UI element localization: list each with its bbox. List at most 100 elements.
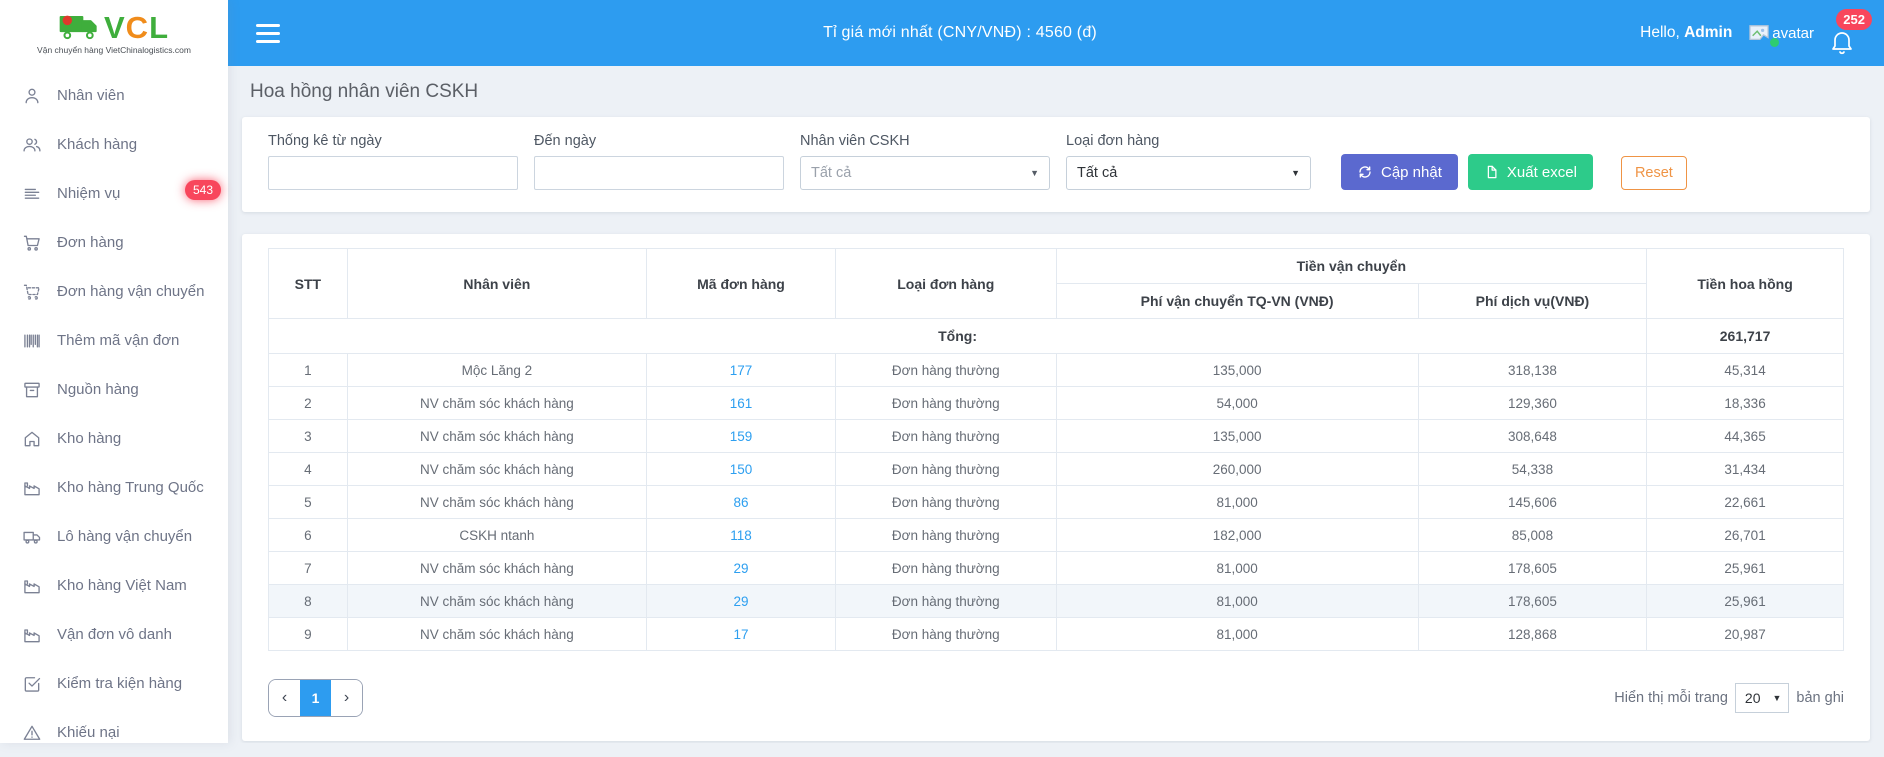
staff-label: Nhân viên CSKH [800,133,910,149]
table-row[interactable]: 1 Mộc Lăng 2 177 Đơn hàng thường 135,000 318,… [268,353,1844,387]
cell-staff: NV chăm sóc khách hàng [346,485,648,519]
to-date-label: Đến ngày [534,133,597,149]
cell-order-type: Đơn hàng thường [835,419,1057,453]
cell-service-fee: 128,868 [1417,617,1648,651]
from-date-label: Thống kê từ ngày [268,133,382,149]
sidebar-item-van-don-vo-danh[interactable]: Vận đơn vô danh [0,610,228,659]
topbar: Tỉ giá mới nhất (CNY/VNĐ) : 4560 (đ) Hel… [228,0,1884,66]
cell-commission: 25,961 [1646,584,1844,618]
avatar[interactable]: avatar [1748,24,1814,47]
cell-order-type: Đơn hàng thường [835,617,1057,651]
cell-order-type: Đơn hàng thường [835,518,1057,552]
order-id-link[interactable]: 29 [733,560,749,576]
refresh-icon [1359,166,1371,178]
cell-order-id: 118 [646,518,836,552]
sidebar-item-nhan-vien[interactable]: Nhân viên [0,71,228,120]
cell-stt: 6 [268,518,348,552]
commission-table-panel: STT Nhân viên Mã đơn hàng Loại đơn hàng … [242,234,1870,741]
sidebar-item-don-hang-van-chuyen[interactable]: Đơn hàng vận chuyển [0,267,228,316]
cell-order-id: 17 [646,617,836,651]
sidebar-item-label: Kho hàng Trung Quốc [57,479,204,496]
sidebar-item-label: Nhiệm vụ [57,185,121,202]
archive-icon [22,380,42,400]
table-row[interactable]: 4 NV chăm sóc khách hàng 150 Đơn hàng thườn… [268,452,1844,486]
export-excel-button[interactable]: Xuất excel [1467,154,1593,190]
order-id-link[interactable]: 159 [729,428,753,444]
sidebar-item-nguon-hang[interactable]: Nguồn hàng [0,365,228,414]
sidebar-item-kho-hang-viet-nam[interactable]: Kho hàng Việt Nam [0,561,228,610]
avatar-alt-text: avatar [1772,24,1814,42]
cell-shipping-fee: 81,000 [1055,617,1419,651]
notifications[interactable]: 252 [1830,9,1872,57]
order-id-link[interactable]: 17 [733,626,749,642]
order-id-link[interactable]: 177 [729,362,753,378]
sidebar-item-label: Nhân viên [57,87,125,104]
cell-service-fee: 178,605 [1417,551,1648,585]
from-date-input[interactable] [268,156,518,190]
col-header-staff: Nhân viên [346,248,648,319]
order-id-link[interactable]: 86 [733,494,749,510]
sidebar-item-kho-hang[interactable]: Kho hàng [0,414,228,463]
sidebar-item-label: Nguồn hàng [57,381,139,398]
cell-order-id: 29 [646,551,836,585]
cell-shipping-fee: 81,000 [1055,584,1419,618]
prev-page-button[interactable]: ‹ [269,680,300,716]
page-size-select[interactable]: 20 ▼ [1734,683,1790,713]
hamburger-menu-icon[interactable] [256,23,280,43]
table-row[interactable]: 6 CSKH ntanh 118 Đơn hàng thường 182,000 85,0… [268,518,1844,552]
cell-stt: 9 [268,617,348,651]
sidebar-item-lo-hang-van-chuyen[interactable]: Lô hàng vận chuyển [0,512,228,561]
total-row: Tổng: 261,717 [267,318,1844,354]
cell-stt: 7 [268,551,348,585]
brand-tagline: Vận chuyển hàng VietChinalogistics.com [37,44,191,55]
online-status-dot [1770,37,1780,47]
reset-button[interactable]: Reset [1620,156,1687,190]
table-row[interactable]: 8 NV chăm sóc khách hàng 29 Đơn hàng thường… [268,584,1844,618]
cell-shipping-fee: 81,000 [1055,551,1419,585]
cell-order-type: Đơn hàng thường [835,452,1057,486]
sidebar-item-nhiem-vu[interactable]: Nhiệm vụ 543 [0,169,228,218]
file-icon [1487,165,1497,179]
cell-stt: 1 [268,353,348,387]
table-row[interactable]: 3 NV chăm sóc khách hàng 159 Đơn hàng thườn… [268,419,1844,453]
table-row[interactable]: 2 NV chăm sóc khách hàng 161 Đơn hàng thườn… [268,386,1844,420]
cell-staff: NV chăm sóc khách hàng [346,419,648,453]
update-button[interactable]: Cập nhật [1341,154,1458,190]
order-id-link[interactable]: 161 [729,395,753,411]
cell-commission: 44,365 [1646,419,1844,453]
cart-icon [22,233,42,253]
table-row[interactable]: 5 NV chăm sóc khách hàng 86 Đơn hàng thường… [268,485,1844,519]
commission-table: STT Nhân viên Mã đơn hàng Loại đơn hàng … [267,248,1844,651]
table-row[interactable]: 9 NV chăm sóc khách hàng 17 Đơn hàng thường… [268,617,1844,651]
brand-logo[interactable]: VCL Vận chuyển hàng VietChinalogistics.c… [0,0,228,66]
sidebar-item-kiem-tra-kien-hang[interactable]: Kiểm tra kiện hàng [0,659,228,708]
cell-order-type: Đơn hàng thường [835,551,1057,585]
cell-service-fee: 54,338 [1417,452,1648,486]
sidebar-item-don-hang[interactable]: Đơn hàng [0,218,228,267]
sidebar-item-kho-hang-trung-quoc[interactable]: Kho hàng Trung Quốc [0,463,228,512]
order-id-link[interactable]: 118 [730,527,752,543]
total-label: Tổng: [267,318,1648,354]
table-row[interactable]: 7 NV chăm sóc khách hàng 29 Đơn hàng thường… [268,551,1844,585]
order-id-link[interactable]: 29 [733,593,749,609]
order-type-select[interactable]: Tất cả ▼ [1066,156,1311,190]
sidebar-item-label: Đơn hàng [57,234,124,251]
alert-triangle-icon [22,723,42,743]
cell-service-fee: 178,605 [1417,584,1648,618]
chevron-down-icon: ▼ [1772,693,1782,703]
cell-shipping-fee: 260,000 [1055,452,1419,486]
cell-stt: 2 [268,386,348,420]
page-title: Hoa hồng nhân viên CSKH [250,81,479,102]
total-commission: 261,717 [1646,318,1844,354]
order-id-link[interactable]: 150 [729,461,753,477]
cell-order-id: 86 [646,485,836,519]
sidebar-item-khach-hang[interactable]: Khách hàng [0,120,228,169]
col-header-order-type: Loại đơn hàng [835,248,1057,319]
staff-select[interactable]: Tất cả ▼ [800,156,1050,190]
page-1-button[interactable]: 1 [300,680,331,716]
next-page-button[interactable]: › [331,680,362,716]
sidebar-item-khieu-nai[interactable]: Khiếu nại [0,708,228,757]
to-date-input[interactable] [534,156,784,190]
sidebar-item-them-ma-van-don[interactable]: Thêm mã vận đơn [0,316,228,365]
page-size-control: Hiển thị mỗi trang 20 ▼ bản ghi [1614,683,1844,713]
